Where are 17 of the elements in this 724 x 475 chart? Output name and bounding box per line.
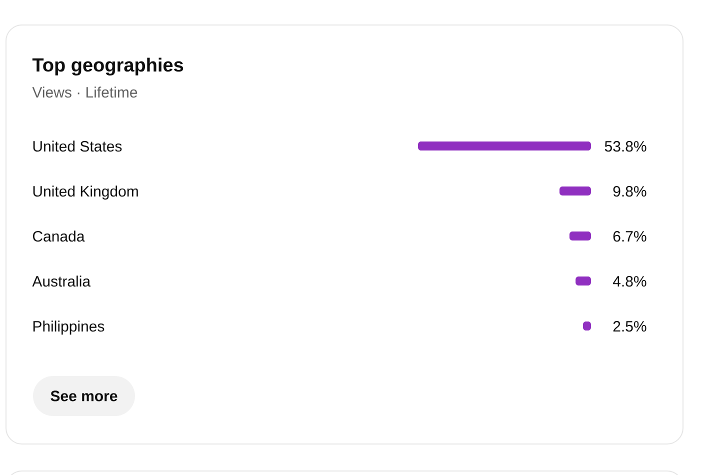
data-label: 53.8% — [604, 141, 646, 152]
y-tick-label: United States — [33, 140, 122, 152]
text: Top geographies — [32, 58, 184, 76]
data-label: 4.8% — [612, 276, 646, 287]
text: See more — [50, 390, 118, 402]
y-tick-label: Canada — [32, 230, 85, 242]
bar — [418, 142, 591, 150]
bar — [559, 186, 591, 196]
bar — [569, 232, 591, 240]
text: Views · Lifetime — [32, 86, 138, 98]
y-tick-label: United Kingdom — [33, 186, 138, 200]
bar — [576, 276, 591, 286]
y-tick-label: Philippines — [33, 320, 104, 335]
data-label: 6.7% — [613, 231, 646, 242]
data-label: 9.8% — [613, 186, 646, 197]
data-label: 2.5% — [613, 321, 646, 332]
y-tick-label: Australia — [32, 276, 91, 287]
